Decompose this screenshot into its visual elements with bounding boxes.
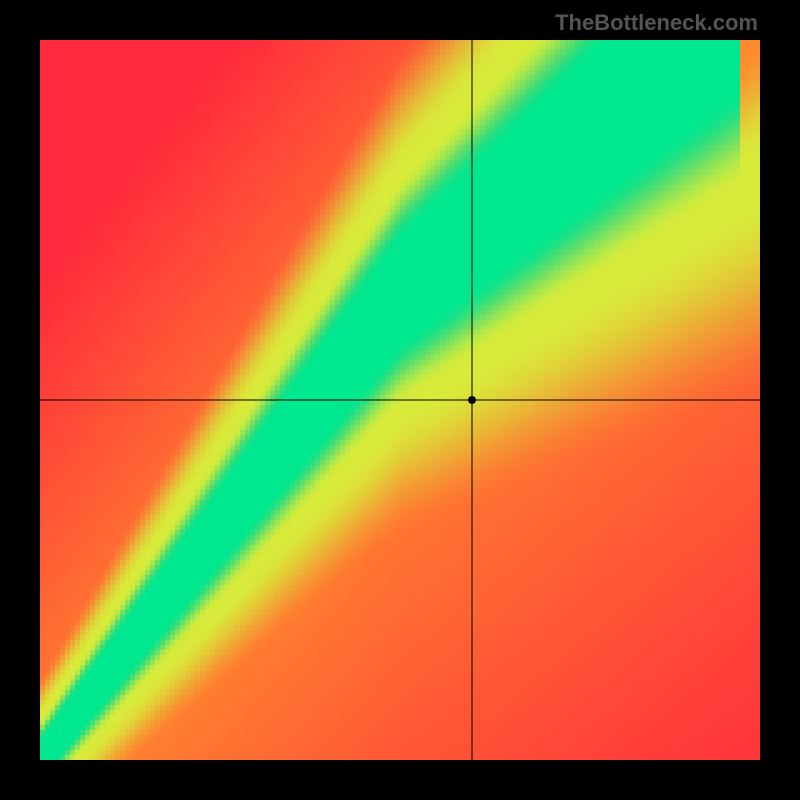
chart-container: { "chart": { "type": "heatmap", "canvas_… xyxy=(0,0,800,800)
bottleneck-heatmap xyxy=(40,40,760,760)
watermark-text: TheBottleneck.com xyxy=(555,10,758,36)
